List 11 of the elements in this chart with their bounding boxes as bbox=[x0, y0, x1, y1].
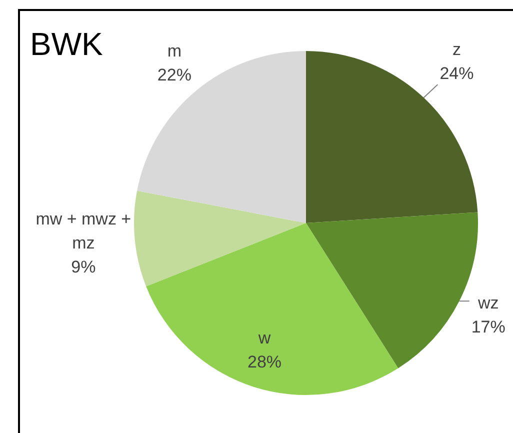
data-label: 22% bbox=[157, 66, 192, 85]
chart-title: BWK bbox=[30, 26, 103, 62]
slice-label: mw + mwz + mz bbox=[36, 210, 132, 253]
slice-label: wz bbox=[476, 294, 499, 313]
slice-label: m bbox=[167, 42, 182, 61]
data-label: 28% bbox=[248, 352, 282, 372]
data-label: 24% bbox=[440, 64, 474, 84]
slice-label: w bbox=[257, 328, 272, 348]
data-label: 9% bbox=[71, 258, 96, 277]
data-label: 17% bbox=[471, 318, 506, 337]
slice-label: z bbox=[452, 40, 461, 60]
